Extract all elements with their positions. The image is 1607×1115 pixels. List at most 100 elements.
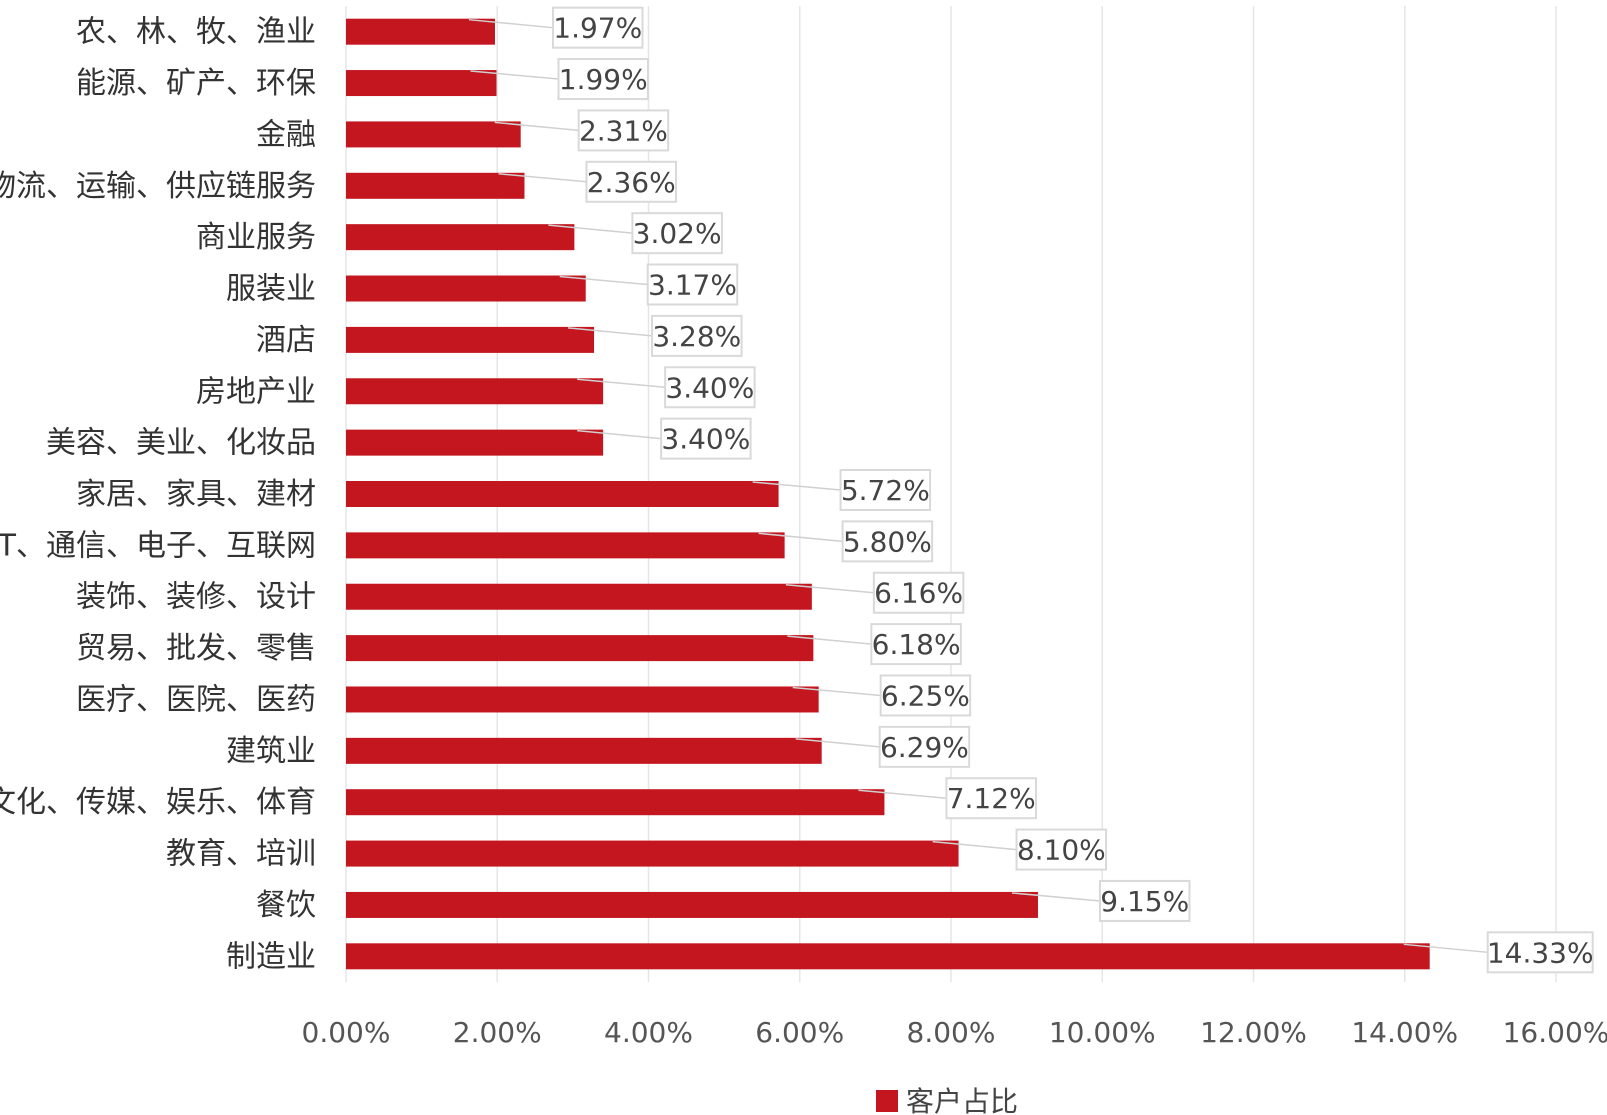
category-label: 房地产业 [196,374,316,409]
data-label-box [878,725,971,768]
data-label-box [1015,828,1108,871]
leader-line [577,429,662,440]
leader-line [559,275,648,286]
bar [346,481,779,507]
bar [346,635,814,662]
category-label: 医疗、医院、医药 [76,682,316,717]
category-label: 家居、家具、建材 [76,477,316,512]
data-label-box [879,674,972,717]
leader-line [858,789,947,799]
data-label-box [557,58,649,101]
data-label-box [664,366,756,409]
bar [346,891,1038,918]
x-tick-label: 12.00% [1200,1016,1307,1049]
leader-line [785,583,874,594]
leader-line [494,121,579,132]
leader-line [752,481,841,491]
category-label: 教育、培训 [166,837,316,872]
x-tick-label: 16.00% [1503,1016,1607,1049]
data-label: 1.99% [559,63,648,96]
category-label: 农、林、牧、渔业 [76,15,316,50]
bar [346,121,521,148]
data-label: 8.10% [1017,834,1106,867]
bar [346,686,819,713]
data-label: 5.72% [841,474,930,507]
data-label: 3.28% [652,320,741,353]
category-label: IT、通信、电子、互联网 [0,528,316,563]
data-label-box [1098,879,1191,922]
data-label: 3.17% [648,269,737,302]
data-label-box [551,6,644,49]
leader-line [567,327,653,337]
x-tick-label: 0.00% [302,1016,391,1049]
category-label: 文化、传媒、娱乐、体育 [0,785,316,820]
data-label: 9.15% [1100,885,1189,918]
data-label-box [945,777,1037,820]
data-label: 2.36% [587,166,676,199]
legend-label: 客户占比 [906,1085,1018,1115]
bar [346,737,822,764]
category-label: 制造业 [226,939,316,974]
leader-line [1011,892,1101,902]
category-label: 贸易、批发、零售 [76,631,316,666]
legend: 客户占比 [876,1085,1018,1115]
data-label: 3.02% [633,217,722,250]
leader-line [548,224,633,234]
data-label: 6.18% [872,628,961,661]
bar [346,789,885,816]
data-label: 6.29% [880,731,969,764]
leader-line [1403,943,1488,954]
category-label: 金融 [256,117,316,152]
data-label-box [841,520,934,563]
data-label-box [660,417,752,460]
bar [346,583,812,610]
leader-line [932,840,1017,851]
leader-line [795,738,880,748]
legend-swatch [876,1090,898,1112]
data-label: 7.12% [947,782,1036,815]
x-tick-label: 14.00% [1351,1016,1458,1049]
data-label: 5.80% [843,525,932,558]
data-labels: 1.97% 1.99% 2.31% 2.36% 3.02% 3.17% 3.28% 3.40%… [551,6,1594,974]
bar [346,943,1430,970]
bars [346,18,1430,970]
leader-line [787,635,872,645]
data-label-box [585,160,677,203]
leader-line [468,18,554,29]
leader-line [758,532,843,543]
category-label: 商业服务 [196,220,316,255]
category-label: 酒店 [256,323,316,358]
category-label: 建筑业 [226,734,316,769]
data-label: 1.97% [553,12,642,45]
data-label: 6.16% [874,577,963,610]
bar [346,275,586,302]
leader-line [792,686,881,697]
bar [346,532,785,559]
bar [346,18,495,45]
data-label-box [839,469,932,511]
category-label: 物流、运输、供应链服务 [0,169,316,204]
category-label: 餐饮 [256,888,316,923]
x-axis-ticks: 0.00% 2.00% 4.00% 6.00% 8.00% 10.00% 12.00% 14.… [302,1016,1607,1049]
data-label-box [870,623,962,666]
bar [346,70,497,97]
x-tick-label: 2.00% [453,1016,542,1049]
data-label-box [631,212,723,255]
data-label: 14.33% [1487,936,1594,969]
category-label: 装饰、装修、设计 [76,580,316,615]
data-label-box [872,571,965,614]
data-label: 6.25% [881,679,970,712]
data-label: 3.40% [665,371,754,404]
data-label-box [577,109,670,152]
leader-line [470,70,559,80]
data-label-box [651,314,743,357]
leader-lines [468,18,1488,954]
bar [346,378,604,405]
leader-line [577,378,666,389]
category-label: 能源、矿产、环保 [76,66,316,101]
x-tick-label: 8.00% [907,1016,996,1049]
data-label: 3.40% [661,423,750,456]
leader-line [498,173,587,183]
bar [346,224,575,251]
